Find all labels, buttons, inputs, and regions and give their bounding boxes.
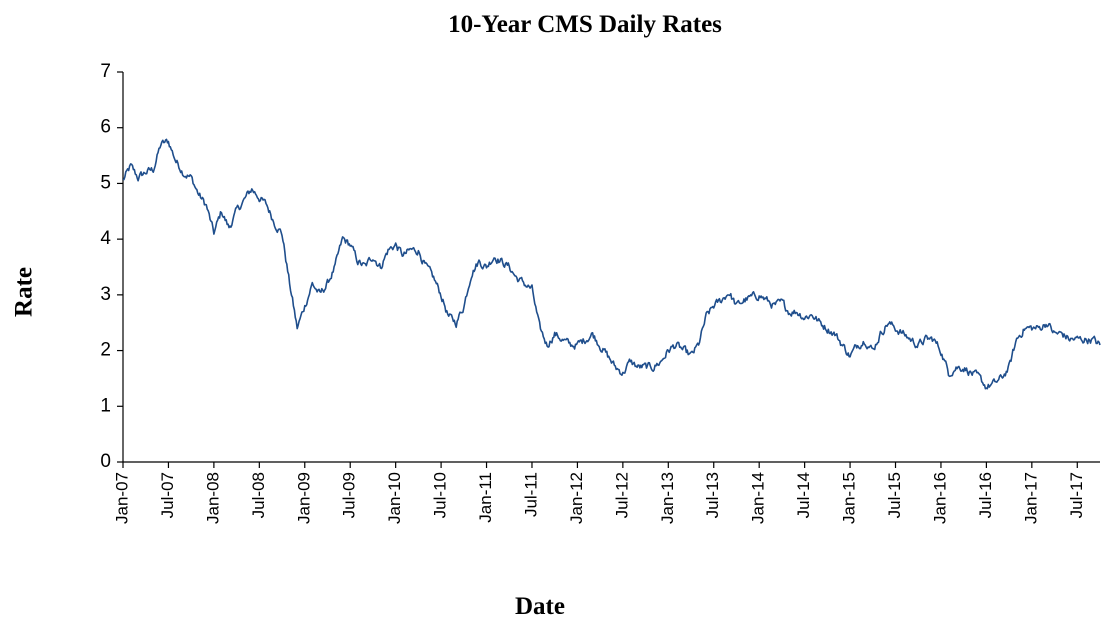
x-tick-label: Jan-09	[294, 472, 313, 524]
x-tick-label: Jan-10	[385, 472, 404, 524]
x-tick-label: Jul-08	[249, 472, 268, 518]
x-tick-label: Jan-07	[112, 472, 131, 524]
x-tick-label: Jan-15	[840, 472, 859, 524]
x-tick-label: Jul-09	[340, 472, 359, 518]
y-tick-label: 7	[100, 61, 111, 82]
x-tick-label: Jan-13	[658, 472, 677, 524]
x-tick-label: Jul-11	[521, 472, 540, 517]
y-tick-label: 1	[100, 395, 111, 416]
x-tick-label: Jan-17	[1021, 472, 1040, 524]
x-tick-label: Jan-16	[930, 472, 949, 524]
y-axis-ticks: 0 1 2 3 4 5 6 7	[100, 61, 123, 472]
x-tick-label: Jul-16	[976, 472, 995, 518]
y-tick-label: 5	[100, 172, 111, 193]
x-tick-label: Jan-14	[749, 472, 768, 524]
x-tick-label: Jan-11	[476, 472, 495, 523]
y-tick-label: 6	[100, 117, 111, 138]
x-tick-label: Jul-10	[431, 472, 450, 518]
x-tick-label: Jul-12	[612, 472, 631, 518]
x-tick-label: Jul-15	[885, 472, 904, 518]
x-tick-label: Jul-14	[794, 472, 813, 518]
x-tick-label: Jul-07	[158, 472, 177, 518]
y-tick-label: 3	[100, 284, 111, 305]
y-tick-label: 4	[100, 228, 111, 249]
y-axis-title: Rate	[11, 267, 38, 317]
y-tick-label: 0	[100, 451, 111, 472]
x-tick-label: Jul-17	[1067, 472, 1086, 518]
x-tick-label: Jan-12	[567, 472, 586, 524]
x-tick-label: Jul-13	[703, 472, 722, 518]
series-line-10y-cms	[123, 138, 1101, 390]
x-axis-title: Date	[515, 593, 565, 620]
x-axis-ticks: Jan-07 Jul-07 Jan-08 Jul-08 Jan-09 Jul-09 Jan-…	[112, 462, 1086, 524]
x-tick-label: Jan-08	[203, 472, 222, 524]
y-tick-label: 2	[100, 340, 111, 361]
chart-title: 10-Year CMS Daily Rates	[448, 11, 722, 38]
